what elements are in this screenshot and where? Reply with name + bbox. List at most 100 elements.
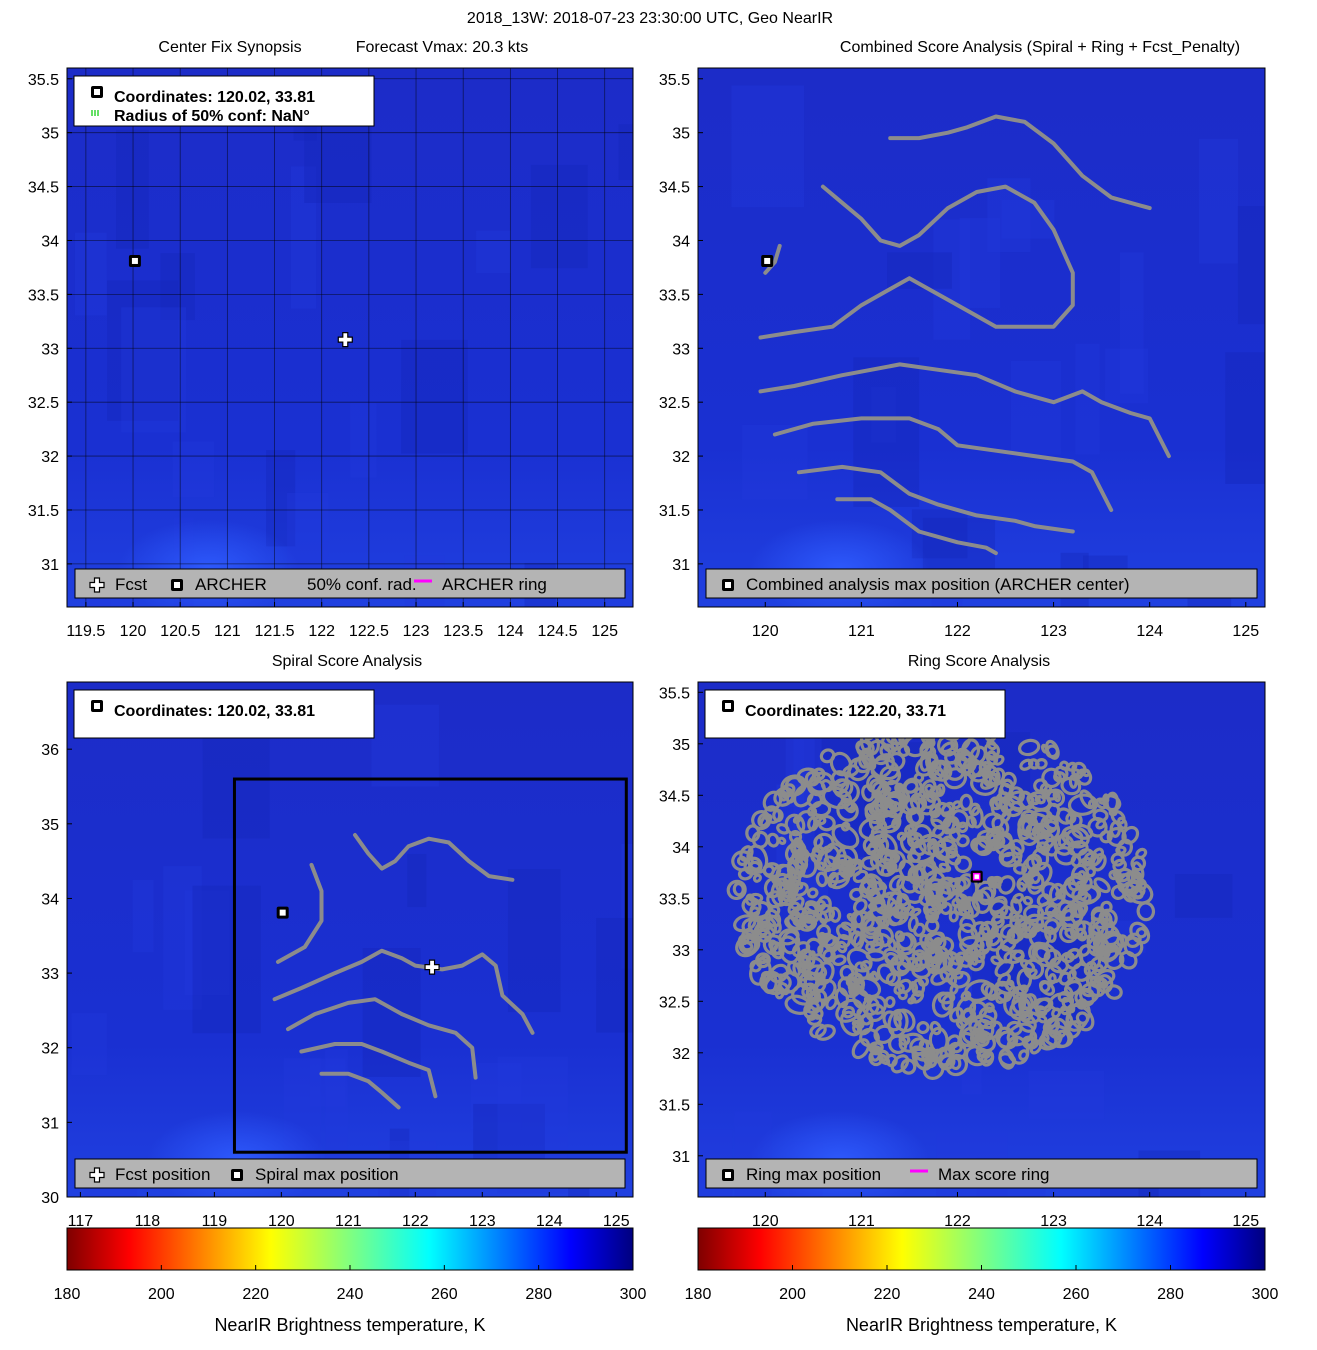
background-texture [470, 1062, 522, 1130]
ring-contour [888, 1034, 908, 1055]
ring-contour [1001, 771, 1017, 789]
colorbar: 180 200 220 240 260 280 300 NearIR Brightness t… [685, 1227, 1278, 1335]
info-line: Coordinates: 122.20, 33.71 [745, 703, 946, 720]
ring-contour [989, 796, 1003, 811]
legend-bg [74, 568, 626, 599]
y-tick-label: 34.5 [659, 788, 690, 805]
plot-area: Combined analysis max position (ARCHER c… [698, 68, 1265, 607]
x-tick-label: 121 [848, 1213, 875, 1230]
background-texture [116, 129, 149, 249]
ring-contour [1110, 809, 1126, 825]
background-texture [961, 1064, 982, 1095]
ring-contour [816, 895, 832, 914]
y-tick-label: 32 [41, 449, 59, 466]
ring-contour [1077, 889, 1089, 901]
ring-contour [850, 910, 865, 928]
ring-contour [769, 963, 790, 984]
x-tick-label: 123 [403, 623, 430, 640]
y-tick-label: 35 [41, 817, 59, 834]
ring-contour [1013, 863, 1028, 875]
panel-subtitle: Forecast Vmax: 20.3 kts [356, 39, 529, 56]
background-texture [1225, 352, 1265, 484]
background-texture [507, 869, 561, 1013]
ring-contour [852, 932, 865, 950]
ring-contour [986, 739, 997, 751]
background-texture [959, 218, 1001, 308]
ring-contour [930, 759, 953, 782]
ring-contour [1024, 913, 1045, 934]
ring-contour [1017, 1006, 1034, 1022]
ring-contour [1015, 984, 1029, 996]
x-tick-label: 120 [752, 623, 779, 640]
ring-contour [853, 755, 873, 774]
ring-contour [1100, 900, 1113, 914]
ring-contour [816, 844, 841, 873]
ring-contour [1067, 872, 1085, 892]
ring-contour [731, 850, 754, 872]
spiral-contour [835, 497, 998, 556]
background-texture [1198, 138, 1239, 264]
y-tick-label: 35.5 [28, 72, 59, 89]
background-texture [596, 917, 633, 1033]
ring-contour [854, 961, 870, 981]
ring-contour [803, 1001, 820, 1019]
ring-contour [778, 971, 801, 994]
ring-contour [749, 906, 761, 918]
ring-contour [940, 835, 956, 851]
ring-contour [1028, 941, 1050, 963]
colorbar-gradient [66, 1227, 634, 1271]
ring-contour [1040, 814, 1059, 834]
background-texture [184, 890, 230, 996]
ring-contour [919, 752, 932, 772]
ring-contour [1071, 962, 1091, 982]
x-tick-label: 121.5 [255, 623, 295, 640]
ring-contour [1039, 782, 1053, 796]
ring-contour [918, 1039, 934, 1054]
ring-contour [1123, 936, 1144, 958]
panel-title: Spiral Score Analysis [272, 653, 422, 670]
spiral-contour [286, 997, 478, 1080]
ring-contour [1065, 828, 1084, 847]
colorbar-tick-label: 300 [620, 1286, 647, 1303]
ring-contour [884, 951, 899, 966]
ring-contour [1055, 889, 1066, 900]
x-tick-label: 124 [536, 1213, 563, 1230]
y-tick-label: 35.5 [659, 72, 690, 89]
ring-contour [1121, 825, 1140, 845]
ring-contour [1079, 789, 1095, 810]
ring-contour [929, 1020, 942, 1036]
ring-contour [835, 998, 863, 1023]
ring-contour [916, 1021, 930, 1035]
ring-contour [1059, 1005, 1070, 1016]
plot-frame [66, 67, 634, 608]
ring-contour [984, 983, 998, 1001]
y-tick-label: 34 [41, 233, 59, 250]
background-texture [871, 387, 896, 443]
ring-contour [907, 915, 919, 933]
colorbar-label: NearIR Brightness temperature, K [846, 1315, 1117, 1335]
ring-contour [1053, 765, 1069, 782]
legend-bg [74, 1158, 626, 1189]
ring-contour [1016, 968, 1033, 991]
ring-contour [858, 817, 888, 841]
ring-contour [1045, 744, 1060, 759]
ring-contour [1094, 968, 1116, 986]
ring-contour [1089, 847, 1105, 867]
colorbar-tick-label: 280 [1157, 1286, 1184, 1303]
ring-contour [1093, 877, 1111, 894]
ring-contour [870, 1045, 882, 1056]
ring-contour [808, 988, 828, 1011]
ring-contour [998, 1048, 1016, 1070]
y-tick-label: 31.5 [659, 503, 690, 520]
ring-contour [991, 877, 1002, 889]
y-tick-label: 33.5 [28, 287, 59, 304]
ring-contour [1128, 887, 1144, 900]
ring-contour [871, 780, 889, 799]
ring-contour [1039, 980, 1051, 993]
background-texture [325, 1049, 348, 1184]
panel-title: Center Fix Synopsis [158, 39, 301, 56]
ring-contour [839, 780, 860, 804]
y-tick-label: 31.5 [28, 503, 59, 520]
ring-contour [1065, 812, 1077, 825]
y-tick-label: 31 [41, 1115, 59, 1132]
